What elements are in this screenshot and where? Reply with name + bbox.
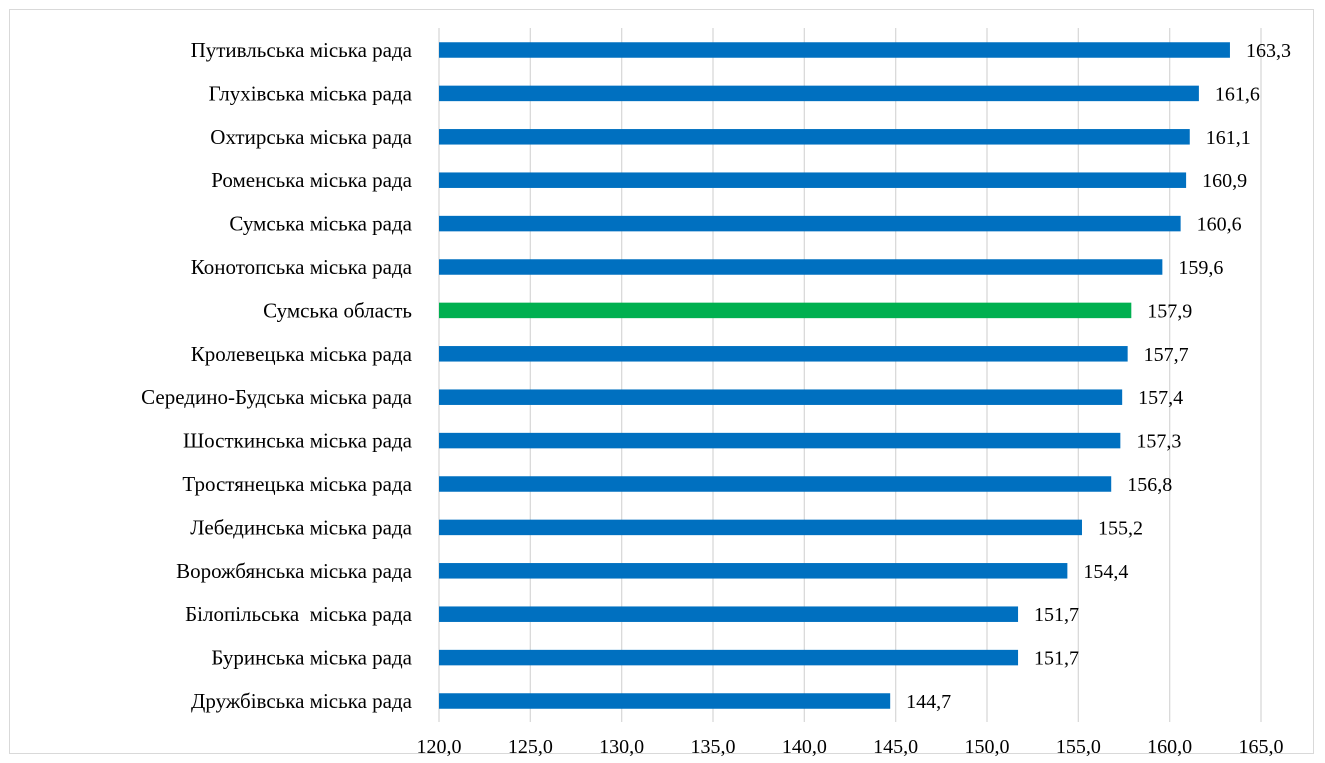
x-tick-label: 120,0: [417, 736, 462, 758]
value-label: 161,1: [1206, 127, 1251, 149]
category-label: Середино-Будська міська рада: [141, 385, 413, 409]
category-label: Шосткинська міська рада: [183, 429, 413, 453]
category-labels: Путивльська міська рада Глухівська міська…: [141, 38, 413, 713]
x-axis-tick-labels: 120,0 125,0 130,0 135,0 140,0 145,0 150,0 155,0…: [417, 736, 1284, 758]
value-label: 151,7: [1034, 604, 1079, 626]
value-label: 151,7: [1034, 648, 1079, 670]
value-label: 163,3: [1246, 40, 1291, 62]
bar: [439, 649, 1019, 666]
category-label: Тростянецька міська рада: [182, 472, 412, 496]
value-label: 161,6: [1215, 83, 1260, 105]
bar: [439, 563, 1068, 579]
category-label: Охтирська міська рада: [210, 125, 412, 149]
x-tick-label: 155,0: [1056, 736, 1101, 758]
x-tick-label: 150,0: [965, 736, 1010, 758]
x-tick-label: 160,0: [1147, 736, 1192, 758]
x-tick-label: 125,0: [508, 736, 553, 758]
bar: [439, 172, 1187, 188]
value-label: 157,9: [1147, 300, 1192, 322]
bar: [439, 346, 1128, 362]
bar: [439, 259, 1163, 275]
bar: [439, 85, 1199, 102]
value-label: 157,7: [1144, 344, 1189, 366]
bar: [439, 302, 1132, 319]
bar: [439, 476, 1112, 492]
bar: [439, 606, 1019, 622]
category-label: Буринська міська рада: [211, 646, 412, 670]
value-label: 157,3: [1136, 431, 1181, 453]
bar: [439, 215, 1181, 232]
x-tick-label: 165,0: [1239, 736, 1284, 758]
category-label: Білопільська міська рада: [185, 602, 413, 626]
value-label: 159,6: [1178, 257, 1223, 279]
x-tick-label: 135,0: [691, 736, 736, 758]
category-label: Лебединська міська рада: [190, 515, 412, 539]
bar: [439, 42, 1230, 58]
value-label: 155,2: [1098, 517, 1143, 539]
value-label: 144,7: [906, 691, 951, 713]
value-label: 154,4: [1083, 561, 1128, 583]
bars: [439, 42, 1230, 709]
category-label: Дружбівська міська рада: [191, 689, 413, 713]
x-tick-label: 145,0: [873, 736, 918, 758]
value-label: 160,9: [1202, 170, 1247, 192]
x-tick-label: 140,0: [782, 736, 827, 758]
category-label: Сумська область: [263, 298, 412, 322]
category-label: Путивльська міська рада: [191, 38, 413, 62]
value-label: 157,4: [1138, 387, 1183, 409]
bar: [439, 519, 1082, 536]
value-label: 160,6: [1197, 214, 1242, 236]
bar: [439, 389, 1123, 405]
value-label: 156,8: [1127, 474, 1172, 496]
bar: [439, 693, 891, 709]
category-label: Сумська міська рада: [229, 212, 412, 236]
bar: [439, 432, 1121, 449]
x-tick-label: 130,0: [599, 736, 644, 758]
value-labels: 163,3 161,6 161,1 160,9 160,6 159,6 157,9 157,7…: [906, 40, 1291, 713]
category-label: Ворожбянська міська рада: [176, 559, 413, 583]
bar: [439, 129, 1190, 145]
category-label: Конотопська міська рада: [191, 255, 413, 279]
category-label: Глухівська міська рада: [209, 81, 413, 105]
category-label: Кролевецька міська рада: [191, 342, 413, 366]
category-label: Роменська міська рада: [211, 168, 412, 192]
